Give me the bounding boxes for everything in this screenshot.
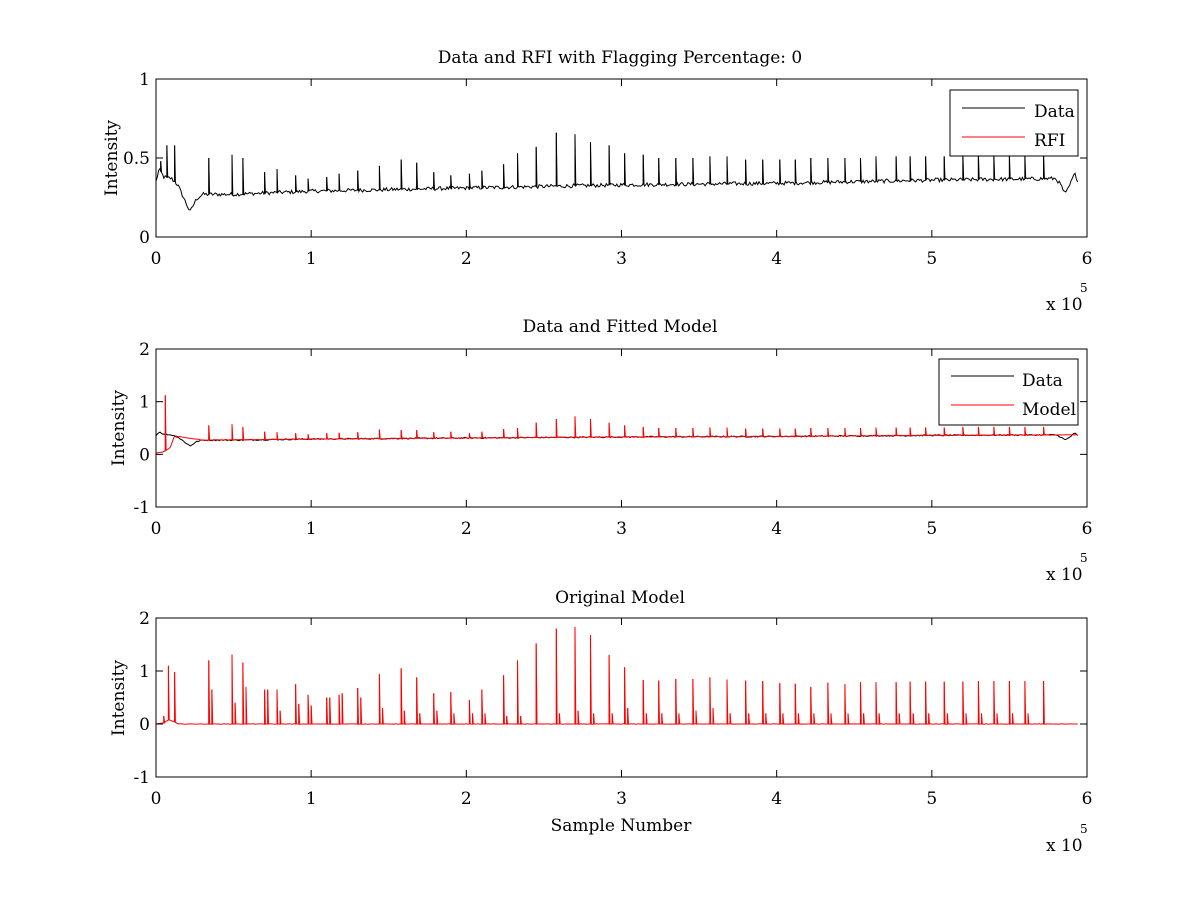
x-tick-label: 6 [1082,519,1093,539]
panel-title: Original Model [555,588,685,608]
x-tick-label: 2 [461,249,472,269]
y-tick-label: 1 [139,70,150,90]
legend-label-rfi: RFI [1034,131,1065,151]
x-multiplier-base: x 10 [1046,565,1083,585]
x-tick-label: 3 [616,519,627,539]
x-tick-label: 0 [151,519,162,539]
y-axis-label: Intensity [102,120,122,196]
x-tick-label: 6 [1082,789,1093,809]
y-tick-label: 0 [139,715,150,735]
y-tick-label: -1 [133,768,150,788]
x-tick-label: 3 [616,789,627,809]
y-tick-label: 2 [139,609,150,629]
x-multiplier-exponent: 5 [1080,281,1088,295]
legend-box [938,358,1079,426]
x-multiplier-base: x 10 [1046,836,1083,856]
panel-title: Data and Fitted Model [523,317,718,337]
x-tick-label: 4 [771,789,782,809]
x-axis-multiplier: x 10 5 [1046,822,1088,856]
x-tick-label: 6 [1082,249,1093,269]
legend-box [949,89,1079,157]
panel-title: Data and RFI with Flagging Percentage: 0 [438,48,802,68]
x-axis-multiplier: x 10 5 [1046,281,1088,315]
series-model [155,395,1078,454]
x-tick-label: 4 [771,519,782,539]
y-axis-label: Intensity [109,390,129,466]
panel-rfi-flagging: Data and RFI with Flagging Percentage: 0… [102,48,1092,315]
x-tick-label: 5 [926,789,937,809]
y-tick-label: -1 [133,498,150,518]
x-multiplier-base: x 10 [1046,295,1083,315]
x-tick-label: 5 [926,519,937,539]
plot-area: 0 1 2 3 4 5 6 0 0.5 1 [123,70,1092,269]
y-tick-label: 0 [139,445,150,465]
legend-label-data: Data [1022,371,1063,391]
x-tick-label: 0 [151,789,162,809]
x-tick-label: 1 [306,519,317,539]
legend-label-data: Data [1034,102,1075,122]
x-axis-multiplier: x 10 5 [1046,551,1088,585]
series-line [155,626,1078,726]
x-tick-label: 0 [151,249,162,269]
legend-label-model: Model [1022,400,1076,420]
panel-fitted-model: Data and Fitted Model Intensity 0 1 2 3 4 5 6 -… [109,317,1092,585]
x-tick-label: 5 [926,249,937,269]
x-tick-label: 1 [306,789,317,809]
x-tick-label: 2 [461,789,472,809]
legend: Data Model [938,358,1079,426]
x-tick-label: 3 [616,249,627,269]
series-line [155,395,1078,454]
x-multiplier-exponent: 5 [1080,822,1088,836]
y-tick-label: 2 [139,340,150,360]
x-multiplier-exponent: 5 [1080,551,1088,565]
series-model [155,626,1078,726]
y-axis-label: Intensity [109,660,129,736]
legend: Data RFI [949,89,1079,157]
series-data [155,132,1079,211]
y-tick-label: 0 [139,228,150,248]
x-tick-label: 4 [771,249,782,269]
panel-original-model: Original Model Intensity Sample Number 0… [109,588,1092,856]
x-tick-label: 2 [461,519,472,539]
x-axis-label: Sample Number [551,816,693,836]
x-tick-label: 1 [306,249,317,269]
y-tick-label: 1 [139,662,150,682]
y-tick-label: 0.5 [123,149,150,169]
y-tick-label: 1 [139,393,150,413]
